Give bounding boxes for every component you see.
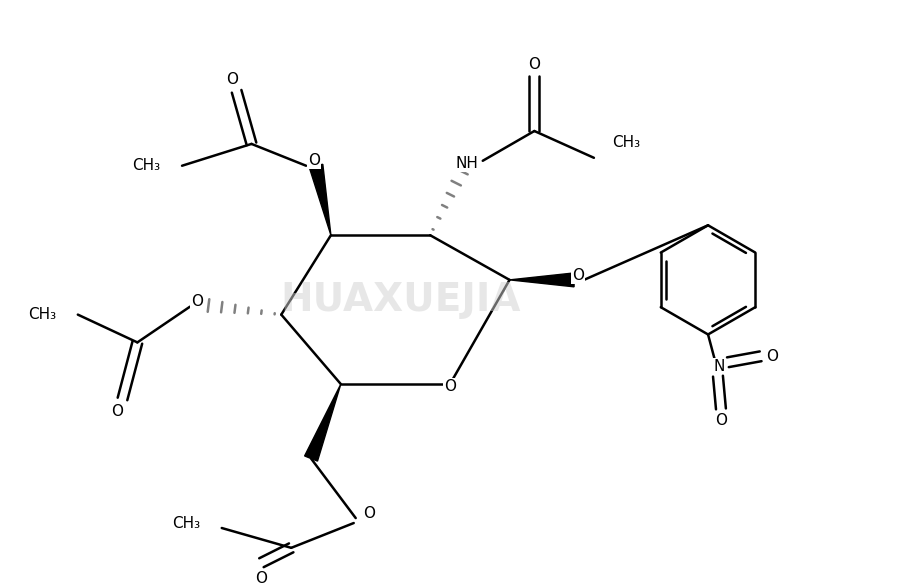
Text: O: O [715, 413, 727, 429]
Text: CH₃: CH₃ [132, 158, 160, 173]
Text: CH₃: CH₃ [28, 307, 56, 322]
Text: O: O [444, 379, 456, 393]
Text: O: O [112, 404, 123, 419]
Text: O: O [528, 57, 540, 72]
Text: CH₃: CH₃ [172, 515, 200, 531]
Text: O: O [256, 571, 267, 586]
Polygon shape [310, 164, 331, 235]
Text: O: O [308, 153, 320, 168]
Polygon shape [304, 384, 341, 461]
Text: HUAXUEJIA: HUAXUEJIA [280, 281, 520, 319]
Polygon shape [509, 273, 574, 287]
Text: N: N [714, 359, 724, 374]
Text: O: O [572, 268, 584, 284]
Text: CH₃: CH₃ [612, 136, 640, 150]
Text: O: O [767, 349, 778, 364]
Text: O: O [191, 294, 202, 309]
Text: O: O [226, 72, 238, 87]
Text: O: O [364, 505, 375, 521]
Text: NH: NH [455, 156, 478, 171]
